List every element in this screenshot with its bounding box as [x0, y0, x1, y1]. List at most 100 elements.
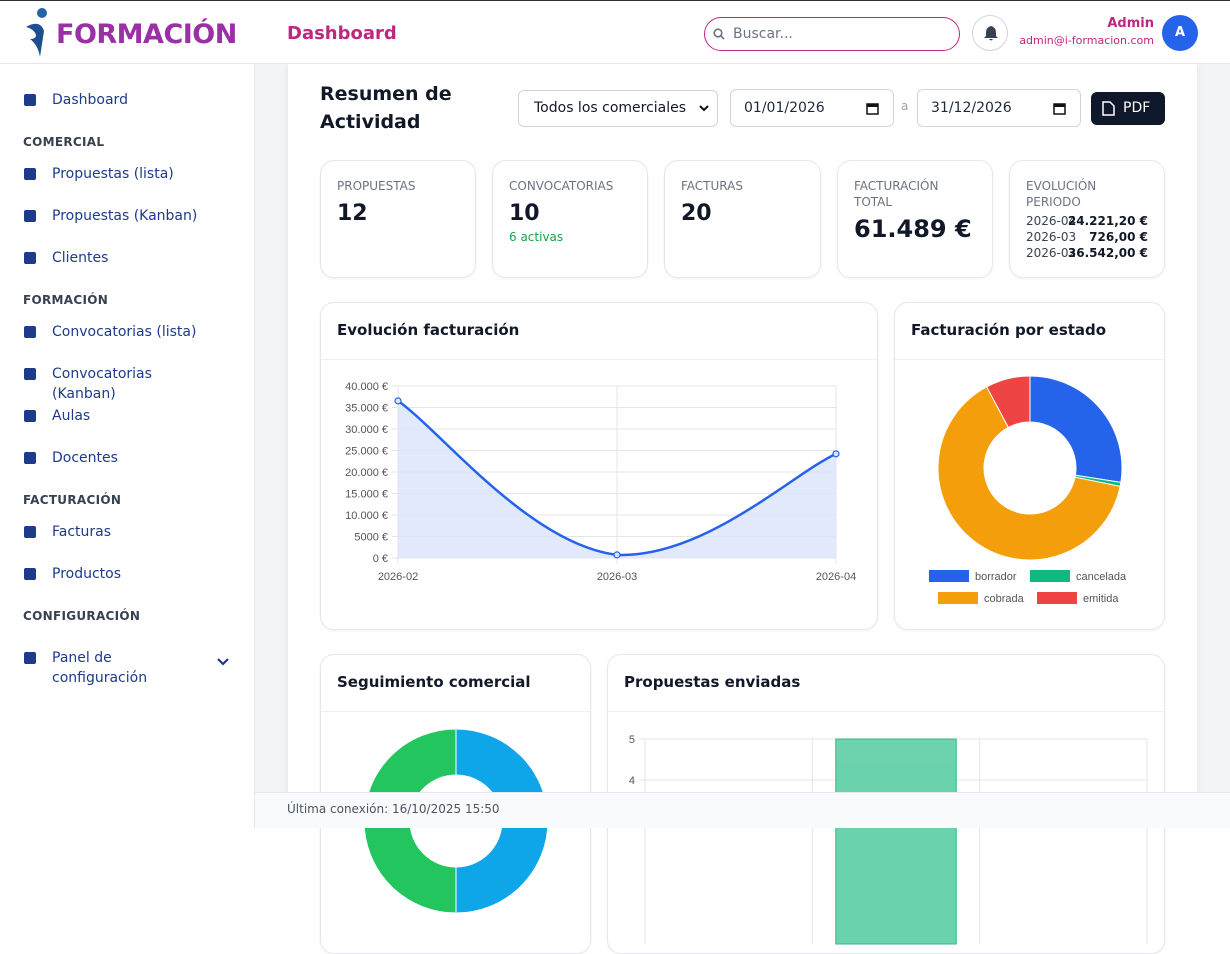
period-label: 2026-03 — [1026, 230, 1077, 244]
nav-item[interactable]: Propuestas (Kanban) — [52, 208, 198, 224]
chart-title: Propuestas enviadas — [624, 673, 801, 691]
x-tick-label: 2026-04 — [816, 571, 856, 583]
chart-title: Facturación por estado — [911, 321, 1107, 339]
divider — [608, 711, 1164, 712]
nav-item[interactable]: Aulas — [52, 408, 91, 424]
chart-title: Evolución facturación — [337, 321, 520, 339]
nav-icon — [24, 94, 36, 106]
point — [394, 397, 402, 405]
slice — [937, 386, 1121, 561]
nav-icon — [24, 452, 36, 464]
nav-item[interactable]: Panel de configuración — [52, 650, 148, 686]
nav-icon — [24, 210, 36, 222]
x-tick-label: 2026-03 — [597, 571, 637, 583]
y-tick-label: 5 — [629, 734, 635, 746]
chart-card: Facturación por estado borrador cancelada… — [894, 302, 1165, 630]
legend-label: cancelada — [1076, 571, 1127, 583]
kpi-card: CONVOCATORIAS 10 6 activas — [492, 160, 648, 278]
chart-title: Seguimiento comercial — [337, 673, 531, 691]
user-email: admin@i-formacion.com — [1019, 34, 1154, 47]
nav-icon — [24, 252, 36, 264]
pdf-icon — [1102, 101, 1115, 116]
date-from[interactable]: 01/01/2026 — [730, 89, 894, 127]
point — [832, 450, 840, 458]
nav-icon — [24, 652, 36, 664]
y-tick-label: 10.000 € — [345, 510, 388, 522]
slice — [986, 375, 1031, 429]
date-to[interactable]: 31/12/2026 — [917, 89, 1081, 127]
select-text: Todos los comerciales — [534, 100, 687, 116]
y-tick-label: 5000 € — [354, 532, 388, 544]
kpi-value: 10 — [509, 201, 540, 226]
chart-layer: 45 — [629, 734, 1148, 945]
logo-icon — [26, 8, 47, 57]
nav-icon — [24, 568, 36, 580]
nav-item[interactable]: Productos — [52, 566, 122, 582]
period-value: 24.221,20 € — [1067, 214, 1148, 228]
nav-item[interactable]: Propuestas (lista) — [52, 166, 174, 182]
period-label: 2026-02 — [1026, 246, 1077, 260]
nav-item[interactable]: Convocatorias (lista) — [52, 324, 197, 340]
legend-swatch — [1037, 592, 1077, 604]
chart-layer: borrador cancelada cobrada emitida — [929, 375, 1127, 605]
nav-section: CONFIGURACIÓN — [23, 609, 141, 623]
calendar-icon — [1053, 103, 1066, 115]
nav-item[interactable]: Convocatorias (Kanban) — [52, 366, 152, 402]
date-from-text: 01/01/2026 — [744, 100, 825, 116]
kpi-label: PROPUESTAS — [337, 179, 416, 193]
chart-layer: 0 € 5000 € 10.000 € 15.000 € 20.000 € 25.000 … — [345, 381, 856, 583]
pdf-button[interactable]: PDF — [1091, 92, 1165, 125]
kpi-note: 6 activas — [509, 230, 564, 244]
kpi-card: EVOLUCIÓN PERIODO 2026-04 24.221,20 € 2026-… — [1009, 160, 1165, 278]
nav-item[interactable]: Dashboard — [52, 92, 128, 108]
bell-icon — [984, 26, 998, 41]
nav-item[interactable]: Facturas — [52, 524, 112, 540]
page-title: Dashboard — [287, 23, 397, 44]
y-tick-label: 0 € — [373, 553, 388, 565]
slice — [1029, 375, 1123, 483]
chart: 0 € 5000 € 10.000 € 15.000 € 20.000 € 25.000 … — [345, 381, 856, 583]
y-tick-label: 4 — [629, 775, 635, 787]
nav-item[interactable]: Docentes — [52, 450, 118, 466]
y-tick-label: 25.000 € — [345, 446, 388, 458]
search-icon — [713, 28, 725, 40]
chart: borrador cancelada cobrada emitida — [929, 375, 1127, 605]
nav-section: FACTURACIÓN — [23, 493, 122, 507]
avatar[interactable]: A — [1162, 15, 1198, 51]
nav-item[interactable]: Clientes — [52, 250, 109, 266]
x-tick-label: 2026-02 — [378, 571, 418, 583]
nav-icon — [24, 168, 36, 180]
search-box[interactable]: Buscar... — [704, 17, 960, 51]
period-value: 726,00 € — [1089, 230, 1148, 244]
period-label: 2026-04 — [1026, 214, 1077, 228]
nav-icon — [24, 410, 36, 422]
logo-text: FORMACIÓN — [56, 19, 237, 50]
bar — [835, 738, 957, 945]
legend-swatch — [938, 592, 978, 604]
divider — [321, 711, 590, 712]
date-separator: a — [901, 99, 909, 113]
legend-label: cobrada — [984, 593, 1025, 605]
kpi-label: CONVOCATORIAS — [509, 179, 614, 193]
y-tick-label: 15.000 € — [345, 489, 388, 501]
pdf-label: PDF — [1123, 100, 1151, 116]
date-to-text: 31/12/2026 — [931, 100, 1012, 116]
y-tick-label: 35.000 € — [345, 403, 388, 415]
footer: Última conexión: 16/10/2025 15:50 — [255, 792, 1230, 828]
legend-swatch — [929, 570, 969, 582]
kpi-label: FACTURAS — [681, 179, 743, 193]
y-tick-label: 20.000 € — [345, 467, 388, 479]
period-value: 36.542,00 € — [1067, 246, 1148, 260]
salesperson-select[interactable]: Todos los comerciales — [518, 90, 718, 127]
area — [398, 400, 836, 558]
legend-label: borrador — [975, 571, 1017, 583]
kpi-card: FACTURACIÓN TOTAL 61.489 € — [837, 160, 993, 278]
kpi-value: 20 — [681, 201, 712, 226]
nav-icon — [24, 368, 36, 380]
nav-icon — [24, 326, 36, 338]
point — [613, 551, 621, 559]
last-login: Última conexión: 16/10/2025 15:50 — [287, 802, 500, 816]
sidebar: Dashboard COMERCIAL Propuestas (lista) Prop… — [0, 64, 255, 828]
notifications-button[interactable] — [972, 15, 1008, 51]
